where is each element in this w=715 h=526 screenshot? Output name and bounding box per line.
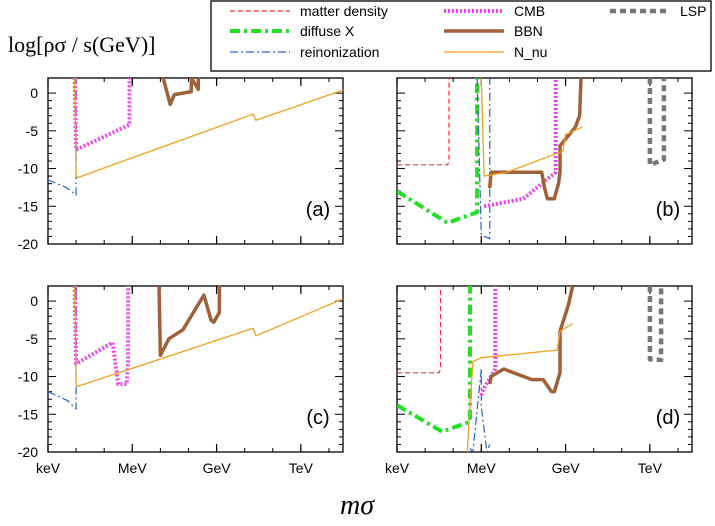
series-line-cmb <box>483 78 558 209</box>
panel-c: keV MeV GeV TeV 0 -5 -10 -15 -20 (c) <box>18 285 344 476</box>
series-line-reinonization <box>469 368 491 452</box>
x-tick-label: TeV <box>289 460 314 476</box>
series-group <box>48 286 343 410</box>
legend-label: LSP <box>680 3 706 19</box>
x-tick-label: GeV <box>203 460 232 476</box>
y-tick-label: 0 <box>30 85 38 101</box>
legend: matter density diffuse X reinonization CMB B… <box>210 0 712 72</box>
series-line-cmb <box>72 78 132 152</box>
series-line-n-nu <box>466 323 573 452</box>
legend-entry-n-nu: N_nu <box>444 44 547 60</box>
series-line-reinonization <box>48 286 77 410</box>
series-line-matter-density <box>397 286 442 374</box>
panel-label: (a) <box>306 199 330 221</box>
y-tick-label: -10 <box>18 161 38 177</box>
legend-label: N_nu <box>514 44 547 60</box>
x-tick-label: MeV <box>467 460 496 476</box>
series-line-diffuse-x <box>397 78 480 225</box>
series-line-lsp <box>647 286 664 363</box>
panels: 0 -5 -10 -15 -20 (a) (b) keV MeV GeV TeV 0 -5 -10 -15 -… <box>18 77 693 476</box>
legend-entry-reinonization: reinonization <box>230 44 379 60</box>
panel-b: (b) <box>396 77 693 245</box>
legend-label: diffuse X <box>300 23 355 39</box>
panel-frame <box>47 77 344 245</box>
x-axis-title: mσ <box>340 490 375 521</box>
legend-label: BBN <box>514 23 543 39</box>
x-tick-label: GeV <box>552 460 581 476</box>
series-line-bbn <box>157 286 222 358</box>
series-group <box>397 286 664 452</box>
series-group <box>48 78 343 196</box>
series-line-n-nu <box>74 78 343 179</box>
x-tick-label: keV <box>385 460 410 476</box>
legend-items: matter density diffuse X reinonization CMB B… <box>230 3 706 60</box>
series-line-bbn <box>161 78 201 107</box>
series-line-lsp <box>647 78 667 168</box>
legend-entry-matter-density: matter density <box>230 3 388 19</box>
y-tick-label: -5 <box>26 123 39 139</box>
legend-label: CMB <box>514 3 545 19</box>
y-tick-label: -10 <box>18 369 38 385</box>
series-line-bbn <box>487 286 575 394</box>
x-tick-label: keV <box>36 460 61 476</box>
y-tick-label: -15 <box>18 198 38 214</box>
series-line-n-nu <box>74 286 343 388</box>
x-tick-label: MeV <box>118 460 147 476</box>
y-axis-title: log[ρσ / s(GeV)] <box>8 32 155 57</box>
panel-label: (c) <box>306 407 329 429</box>
legend-entry-bbn: BBN <box>444 23 543 39</box>
legend-entry-diffuse-x: diffuse X <box>230 23 355 39</box>
panel-a: 0 -5 -10 -15 -20 (a) <box>18 77 344 252</box>
panel-frame <box>396 77 693 245</box>
legend-entry-lsp: LSP <box>610 3 706 19</box>
x-tick-label: TeV <box>638 460 663 476</box>
panel-label: (d) <box>656 407 680 429</box>
legend-label: matter density <box>300 3 388 19</box>
panel-d: keV MeV GeV TeV (d) <box>385 285 693 476</box>
y-tick-label: -5 <box>26 331 39 347</box>
series-line-cmb <box>479 286 498 397</box>
legend-entry-cmb: CMB <box>444 3 545 19</box>
series-line-reinonization <box>476 78 491 240</box>
series-line-diffuse-x <box>397 286 472 434</box>
y-tick-label: -20 <box>18 444 38 460</box>
series-line-n-nu <box>480 78 583 177</box>
panel-frame <box>396 285 693 453</box>
legend-label: reinonization <box>300 44 379 60</box>
y-tick-label: 0 <box>30 293 38 309</box>
series-line-matter-density <box>397 78 450 166</box>
panel-label: (b) <box>656 199 680 221</box>
series-group <box>397 78 667 240</box>
y-tick-label: -20 <box>18 236 38 252</box>
y-tick-label: -15 <box>18 406 38 422</box>
